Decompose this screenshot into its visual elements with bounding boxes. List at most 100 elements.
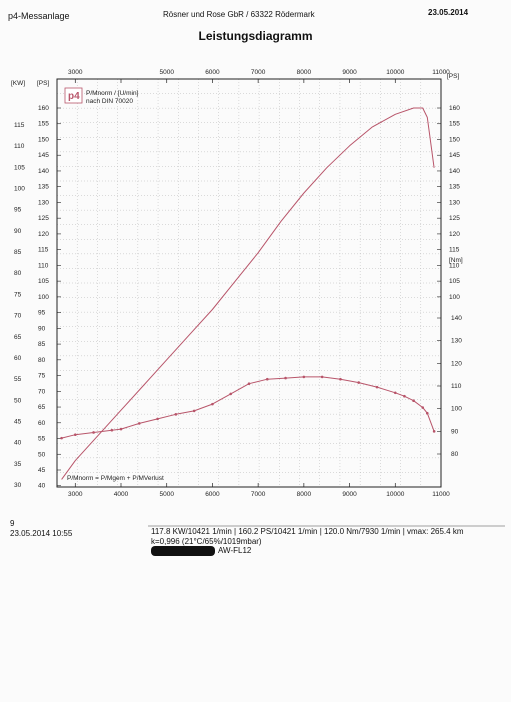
torque-data-point: [432, 430, 436, 433]
top-axis-label: 5000: [159, 69, 174, 76]
redacted-plate: [151, 546, 215, 556]
ps-axis-label: 45: [38, 467, 46, 474]
kw-axis-label: 85: [14, 249, 22, 256]
right-ps-axis-label: 100: [449, 294, 460, 301]
kw-axis-label: 60: [14, 355, 22, 362]
top-axis-label: 7000: [251, 69, 266, 76]
ps-axis-label: 110: [38, 262, 49, 269]
torque-data-point: [119, 427, 123, 431]
nm-axis-unit: [Nm]: [449, 257, 463, 264]
page-title: Leistungsdiagramm: [198, 29, 313, 43]
torque-data-point: [110, 428, 114, 432]
right-ps-axis-label: 110: [449, 262, 460, 269]
ps-axis-label: 115: [38, 247, 49, 254]
ps-axis-label: 130: [38, 199, 49, 206]
torque-data-point: [412, 399, 415, 403]
top-axis-label: 11000: [432, 69, 450, 76]
torque-data-point: [92, 431, 95, 434]
kw-axis-label: 95: [14, 207, 22, 214]
right-ps-axis-label: 160: [449, 105, 460, 112]
kw-axis-label: 50: [14, 397, 22, 404]
page-number: 9: [10, 519, 15, 528]
kw-axis-label: 100: [14, 186, 25, 193]
ps-axis-label: 145: [38, 152, 49, 159]
ps-axis-unit: [PS]: [37, 80, 49, 87]
ps-axis-label: 125: [38, 215, 49, 222]
bottom-axis-label: 6000: [205, 491, 220, 498]
nm-axis-label: 120: [451, 360, 462, 367]
software-name: p4-Messanlage: [8, 11, 70, 21]
nm-axis-label: 140: [451, 315, 462, 322]
bottom-axis-label: 5000: [159, 491, 174, 498]
right-ps-axis-unit: [PS]: [447, 73, 459, 80]
kw-axis-label: 90: [14, 228, 22, 235]
top-axis-label: 6000: [205, 69, 220, 76]
kw-axis-label: 80: [14, 270, 22, 277]
p4-logo-text: p4: [68, 91, 80, 102]
ps-axis-label: 40: [38, 483, 46, 490]
torque-data-point: [174, 413, 178, 416]
torque-data-point: [229, 392, 233, 396]
right-ps-axis-label: 150: [449, 136, 460, 143]
ps-axis-label: 120: [38, 231, 49, 238]
ps-axis-label: 90: [38, 325, 46, 332]
bottom-axis-label: 4000: [114, 491, 129, 498]
ps-axis-label: 150: [38, 136, 49, 143]
nm-axis-label: 100: [451, 406, 462, 413]
kw-axis-label: 65: [14, 334, 22, 341]
kw-axis-label: 70: [14, 313, 22, 320]
kw-axis-label: 75: [14, 291, 22, 298]
torque-data-point: [156, 417, 159, 421]
right-ps-axis-label: 145: [449, 152, 460, 159]
right-ps-axis-label: 105: [449, 278, 460, 285]
torque-data-point: [137, 422, 141, 425]
bottom-axis-label: 9000: [342, 491, 357, 498]
company-address: Rösner und Rose GbR / 63322 Rödermark: [163, 10, 315, 19]
right-ps-axis-label: 130: [449, 199, 460, 206]
bottom-axis-label: 10000: [386, 491, 404, 498]
torque-data-point: [339, 377, 342, 381]
ps-axis-label: 50: [38, 451, 46, 458]
results-summary: 117.8 KW/10421 1/min | 160.2 PS/10421 1/…: [151, 527, 464, 536]
torque-data-point: [73, 433, 77, 437]
kw-axis-label: 30: [14, 482, 22, 489]
kw-axis-label: 40: [14, 440, 22, 447]
ps-axis-label: 100: [38, 294, 49, 301]
ps-axis-label: 105: [38, 278, 49, 285]
torque-data-point: [60, 436, 63, 440]
right-ps-axis-label: 135: [449, 184, 460, 191]
legend-unit-label: P/Mnorm / [U/min]: [86, 90, 139, 97]
ps-axis-label: 155: [38, 121, 49, 128]
ps-axis-label: 55: [38, 436, 46, 443]
bottom-axis-label: 11000: [432, 491, 450, 498]
kw-axis-label: 110: [14, 143, 25, 150]
nm-axis-label: 110: [451, 383, 462, 390]
torque-data-point: [302, 375, 306, 379]
bottom-axis-label: 8000: [297, 491, 312, 498]
p4-logo: [64, 87, 83, 104]
kw-axis-label: 35: [14, 461, 22, 468]
plot-frame: [56, 78, 442, 488]
ps-axis-label: 160: [38, 105, 49, 112]
nm-axis-label: 130: [451, 338, 462, 345]
torque-data-point: [265, 377, 269, 381]
kw-axis-label: 105: [14, 164, 25, 171]
bottom-axis-label: 3000: [68, 491, 83, 498]
nm-axis-label: 90: [451, 428, 459, 435]
vehicle-id: AW-FL12: [218, 546, 252, 555]
torque-data-point: [357, 381, 361, 384]
right-ps-axis-label: 115: [449, 247, 460, 254]
ps-axis-label: 95: [38, 310, 46, 317]
torque-data-point: [320, 375, 324, 379]
torque-data-point: [284, 376, 287, 380]
right-ps-axis-label: 120: [449, 231, 460, 238]
nm-axis-label: 80: [451, 451, 459, 458]
kw-axis-label: 55: [14, 376, 22, 383]
ps-axis-label: 140: [38, 168, 49, 175]
kw-axis-label: 45: [14, 418, 22, 425]
ps-axis-label: 60: [38, 420, 46, 427]
conditions: k=0,996 (21°C/65%/1019mbar): [151, 537, 262, 546]
ps-axis-label: 75: [38, 373, 46, 380]
power-curve: [61, 107, 435, 480]
